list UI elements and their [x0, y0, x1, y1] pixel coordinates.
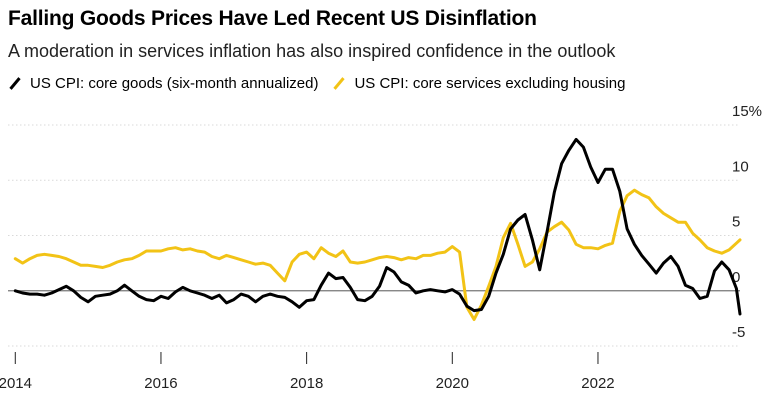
legend-label-core-services: US CPI: core services excluding housing [354, 75, 626, 92]
series-line-core-services [13, 188, 742, 321]
x-tick-label: 2016 [144, 375, 177, 392]
legend: US CPI: core goods (six-month annualized… [8, 75, 639, 92]
y-tick-label: -5 [732, 324, 745, 341]
y-tick-label: 10 [732, 158, 749, 175]
y-axis-labels: 15% 10 5 0 -5 [732, 103, 762, 341]
y-tick-label: 0 [732, 269, 740, 286]
y-tick-label: 5 [732, 214, 740, 231]
chart-subtitle: A moderation in services inflation has a… [8, 41, 616, 61]
legend-item-core-goods: US CPI: core goods (six-month annualized… [8, 75, 318, 92]
legend-label-core-goods: US CPI: core goods (six-month annualized… [30, 75, 319, 92]
chart-title: Falling Goods Prices Have Led Recent US … [8, 7, 537, 30]
series-lines [13, 137, 742, 321]
series-line-core-goods [13, 137, 742, 316]
x-tick-label: 2014 [0, 375, 32, 392]
x-axis: 2014 2016 2018 2020 2022 [0, 352, 615, 392]
x-tick-label: 2018 [290, 375, 323, 392]
x-tick-label: 2020 [436, 375, 469, 392]
y-tick-label: 15% [732, 103, 762, 120]
x-tick-label: 2022 [581, 375, 614, 392]
legend-item-core-services: US CPI: core services excluding housing [332, 75, 625, 92]
